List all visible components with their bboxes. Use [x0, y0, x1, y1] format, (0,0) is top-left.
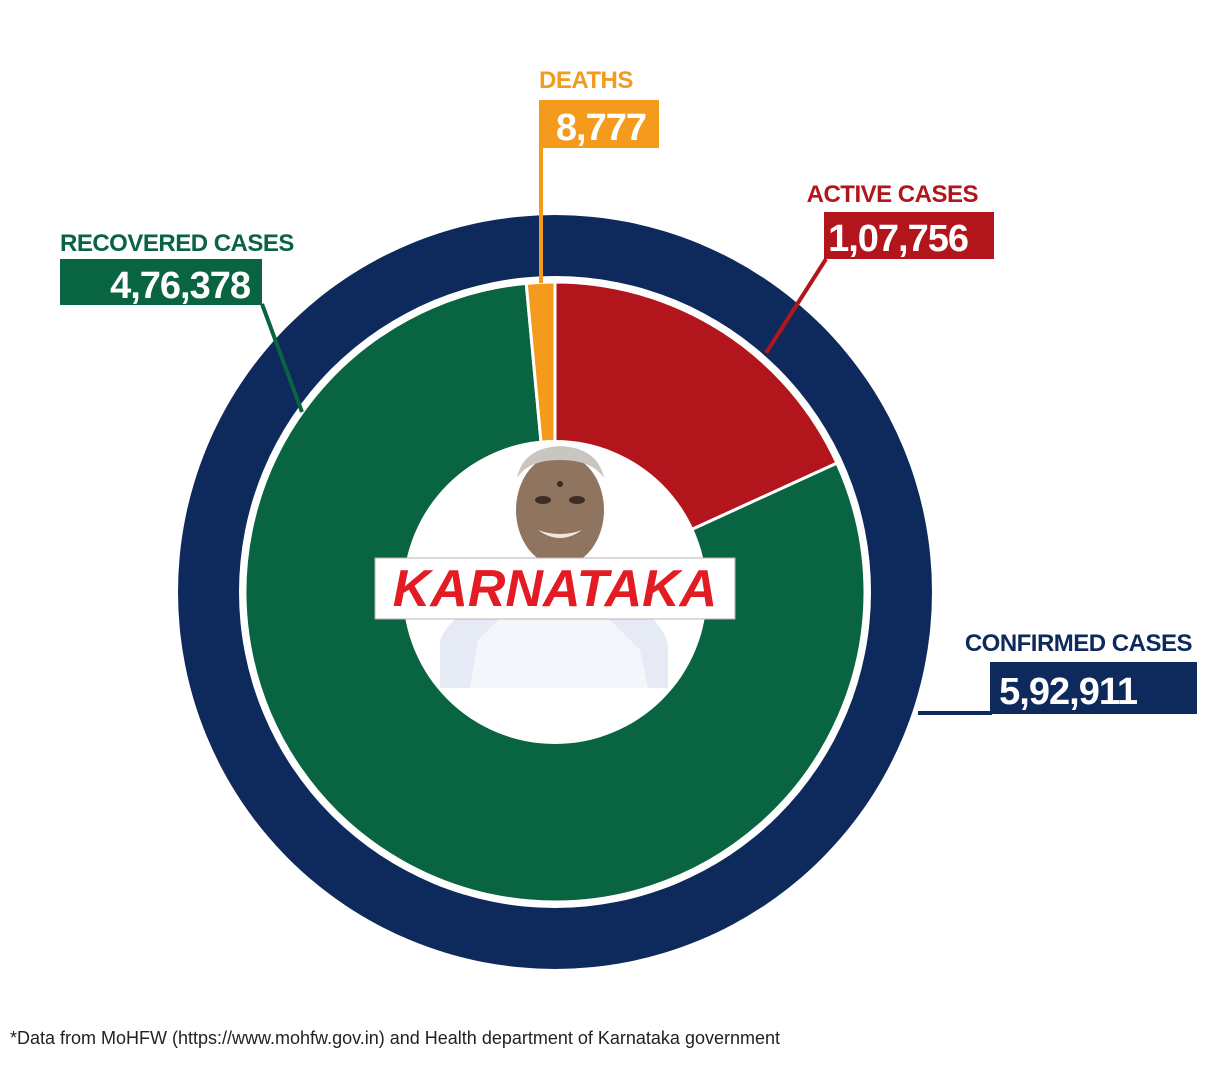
portrait-image	[440, 446, 668, 688]
source-footnote: *Data from MoHFW (https://www.mohfw.gov.…	[10, 1028, 781, 1048]
deaths-label: DEATHS	[539, 67, 633, 94]
active-cases-callout: ACTIVE CASES 1,07,756	[764, 181, 994, 355]
active-leader-line	[764, 257, 828, 355]
confirmed-cases-label: CONFIRMED CASES	[965, 630, 1193, 657]
confirmed-cases-value: 5,92,911	[999, 671, 1138, 713]
active-cases-label: ACTIVE CASES	[807, 181, 979, 208]
center-label-box	[374, 557, 736, 620]
chart-title: KARNATAKA	[393, 560, 717, 618]
active-cases-value: 1,07,756	[828, 218, 968, 260]
recovered-cases-value-box	[60, 259, 262, 305]
recovered-cases-callout: RECOVERED CASES 4,76,378	[60, 230, 304, 413]
confirmed-cases-value-box	[990, 662, 1197, 714]
recovered-cases-value: 4,76,378	[110, 265, 250, 307]
deaths-value: 8,777	[556, 107, 646, 149]
confirmed-cases-callout: CONFIRMED CASES 5,92,911	[918, 630, 1197, 715]
deaths-callout: DEATHS 8,777	[539, 67, 659, 283]
recovered-cases-label: RECOVERED CASES	[60, 230, 294, 257]
recovered-leader-line	[260, 303, 304, 413]
active-cases-value-box	[824, 212, 994, 259]
deaths-value-box	[539, 100, 659, 148]
